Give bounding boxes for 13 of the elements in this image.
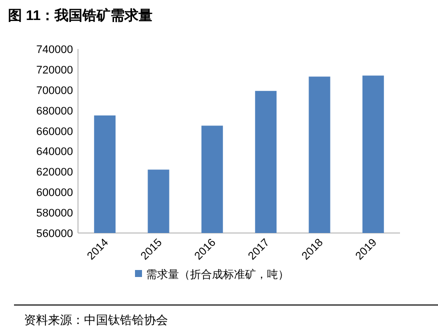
chart-title: 图 11：我国锆矿需求量 [8,7,153,23]
y-tick-label: 700000 [36,84,73,97]
y-tick-label: 560000 [36,228,73,240]
y-tick-label: 580000 [36,208,73,220]
y-tick-label: 680000 [36,105,73,118]
y-tick-label: 740000 [36,44,73,56]
y-tick-label: 640000 [36,146,73,158]
y-tick-label: 720000 [36,64,73,76]
y-tick-label: 600000 [36,187,73,200]
legend-label: 需求量（折合成标准矿，吨） [146,268,289,281]
text: 资料来源：中国钛锆铪协会 [24,313,168,327]
y-tick-label: 620000 [36,166,73,179]
y-tick-label: 660000 [36,126,73,138]
